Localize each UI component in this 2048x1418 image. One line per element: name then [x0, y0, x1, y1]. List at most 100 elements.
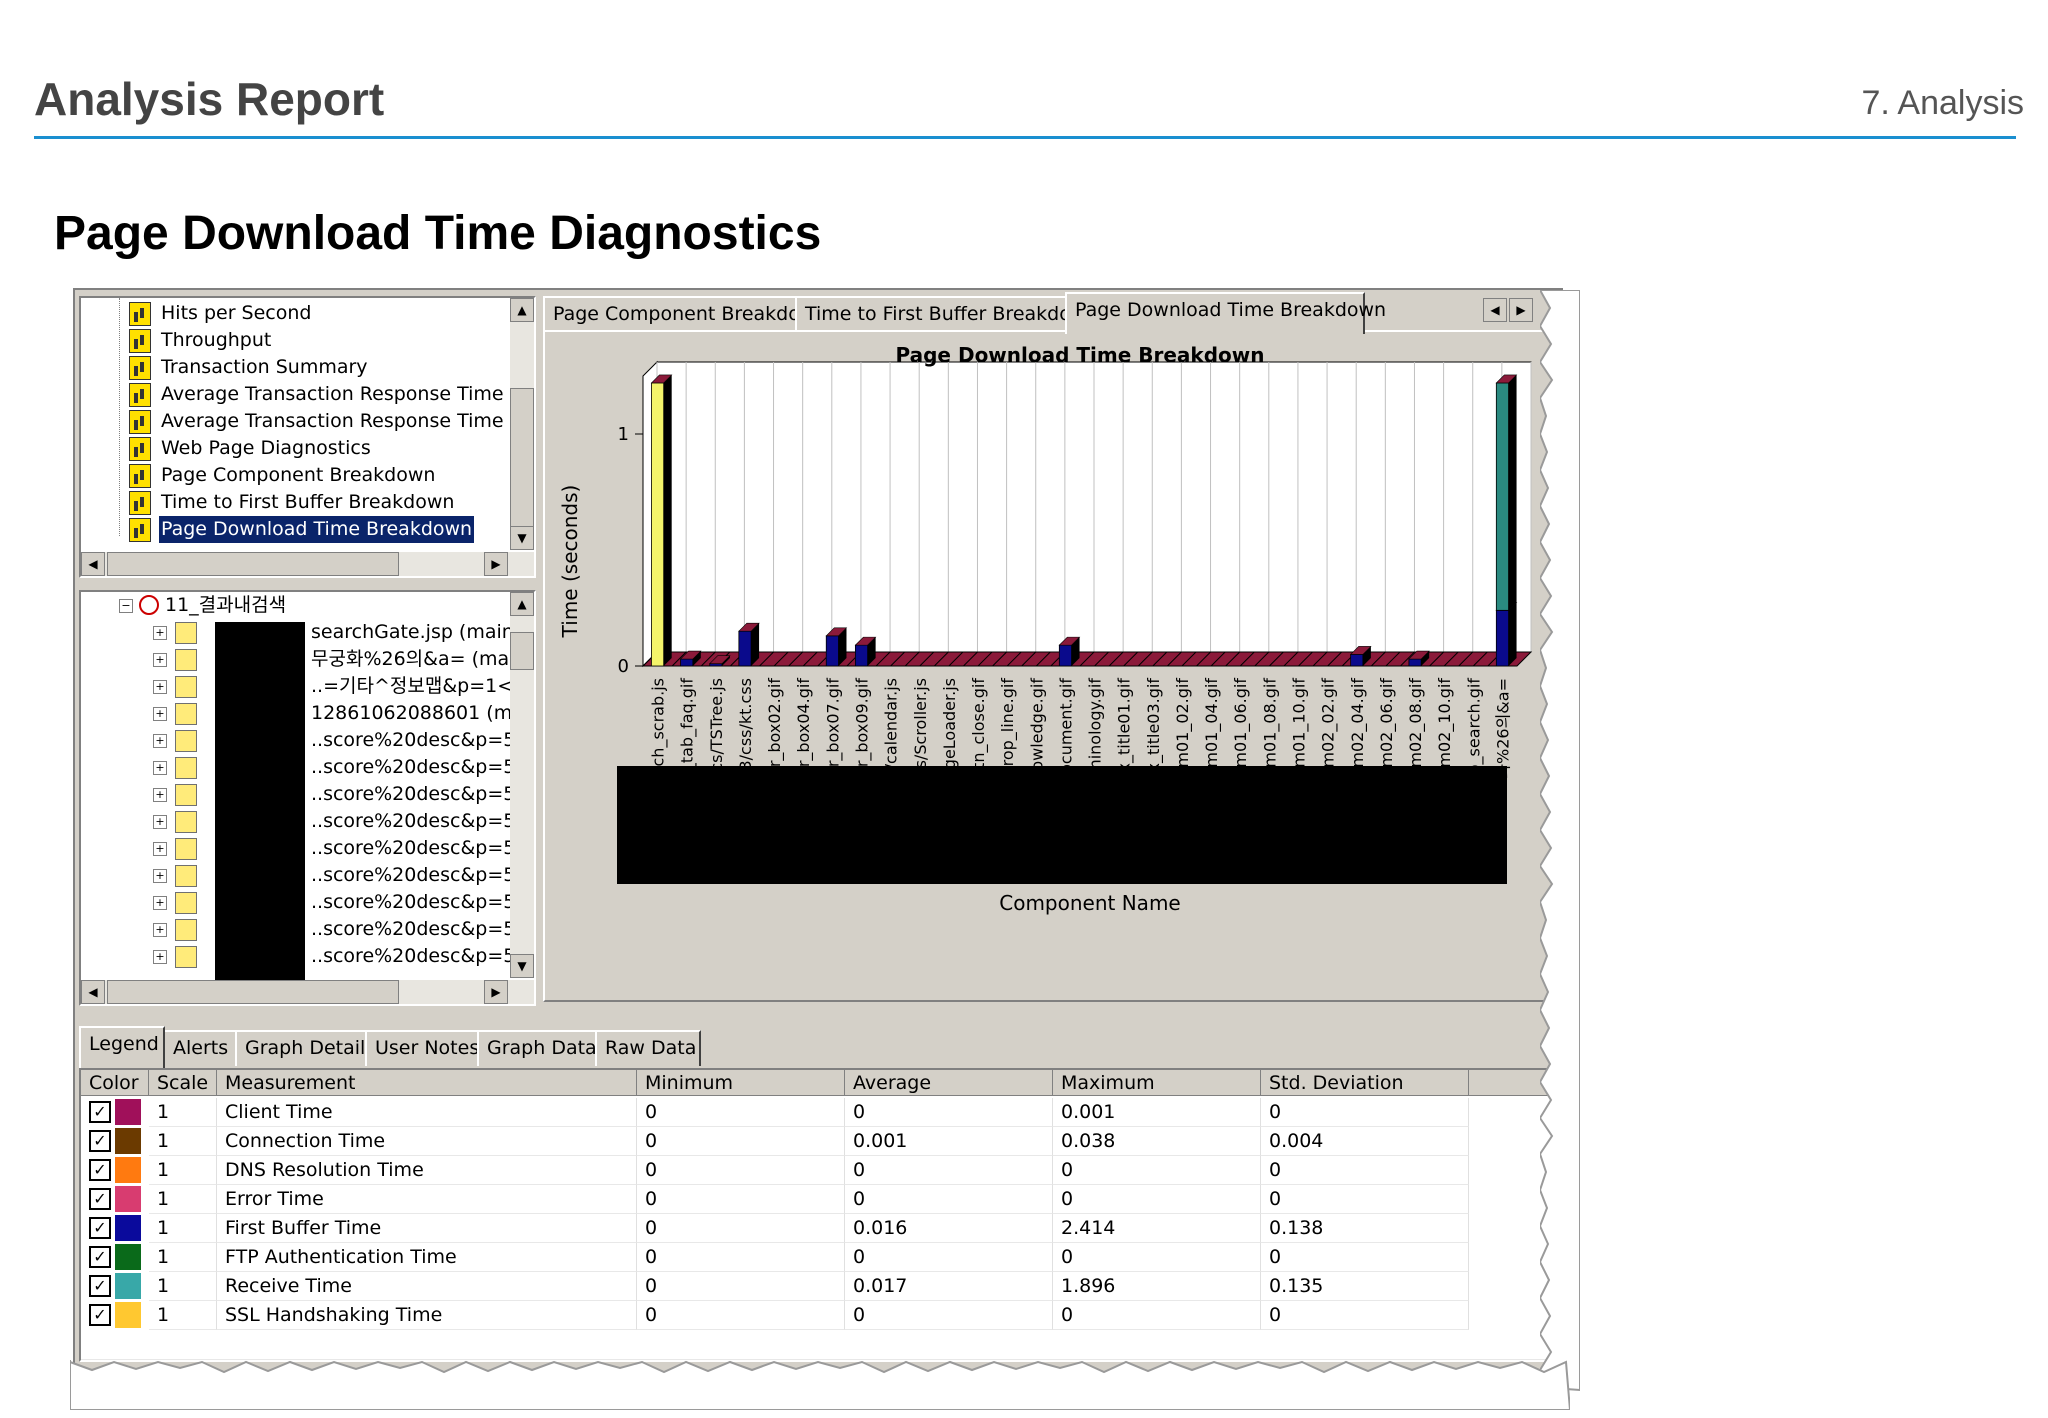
expand-icon[interactable]: +: [153, 680, 167, 694]
legend-cell-min: 0: [637, 1272, 845, 1301]
series-color-swatch[interactable]: [115, 1215, 141, 1241]
bottom-tab[interactable]: Alerts: [163, 1030, 237, 1066]
visibility-checkbox[interactable]: ✓: [89, 1275, 111, 1297]
page-icon: [175, 703, 197, 725]
x-tick-label: erminology.gif: [1086, 678, 1105, 791]
legend-row[interactable]: ✓ 1 FTP Authentication Time 0 0 0 0: [81, 1243, 1549, 1272]
scroll-right-icon[interactable]: ▶: [484, 980, 508, 1004]
floor-hatch: [1021, 651, 1037, 667]
floor-hatch: [890, 651, 905, 667]
floor-hatch: [919, 651, 935, 667]
series-color-swatch[interactable]: [115, 1186, 141, 1212]
legend-column-header[interactable]: Minimum: [637, 1070, 845, 1096]
expand-icon[interactable]: +: [153, 896, 167, 910]
component-tree-vscroll[interactable]: ▲ ▼: [510, 592, 534, 978]
legend-row[interactable]: ✓ 1 SSL Handshaking Time 0 0 0 0: [81, 1301, 1549, 1330]
legend-row[interactable]: ✓ 1 DNS Resolution Time 0 0 0 0: [81, 1156, 1549, 1185]
graph-tree-item-label: Throughput: [161, 329, 272, 351]
legend-column-header[interactable]: Average: [845, 1070, 1053, 1096]
legend-cell-scale: 1: [149, 1127, 217, 1156]
bottom-tab[interactable]: Graph Data: [477, 1030, 597, 1066]
graph-tree-item-label: Web Page Diagnostics: [161, 437, 371, 459]
tab-scroll-right-icon[interactable]: ▶: [1509, 298, 1533, 322]
legend-column-header[interactable]: Std. Deviation: [1261, 1070, 1469, 1096]
chart-tab[interactable]: Time to First Buffer Breakdown: [795, 296, 1098, 332]
scroll-up-icon[interactable]: ▲: [510, 592, 534, 616]
series-color-swatch[interactable]: [115, 1302, 141, 1328]
hscroll-thumb[interactable]: [107, 552, 399, 576]
expand-icon[interactable]: +: [153, 707, 167, 721]
legend-row[interactable]: ✓ 1 Connection Time 0 0.001 0.038 0.004: [81, 1127, 1549, 1156]
expand-icon[interactable]: +: [153, 815, 167, 829]
legend-row[interactable]: ✓ 1 Receive Time 0 0.017 1.896 0.135: [81, 1272, 1549, 1301]
legend-column-header[interactable]: Color: [81, 1070, 149, 1096]
legend-column-header[interactable]: Maximum: [1053, 1070, 1261, 1096]
floor-hatch: [1429, 651, 1444, 667]
legend-row[interactable]: ✓ 1 Client Time 0 0 0.001 0: [81, 1098, 1549, 1127]
chart-tab[interactable]: Page Download Time Breakdown: [1065, 292, 1386, 334]
bottom-tab[interactable]: User Notes: [365, 1030, 479, 1066]
expand-icon[interactable]: +: [153, 653, 167, 667]
bottom-tab[interactable]: Legend: [79, 1026, 165, 1068]
visibility-checkbox[interactable]: ✓: [89, 1188, 111, 1210]
series-color-swatch[interactable]: [115, 1099, 141, 1125]
bar-top: [738, 622, 760, 632]
visibility-checkbox[interactable]: ✓: [89, 1159, 111, 1181]
bar-top: [708, 655, 731, 664]
visibility-checkbox[interactable]: ✓: [89, 1246, 111, 1268]
expand-icon[interactable]: +: [153, 626, 167, 640]
expand-icon[interactable]: +: [153, 923, 167, 937]
legend-cell-std: 0.138: [1261, 1214, 1469, 1243]
chart-tab[interactable]: Page Component Breakdown: [543, 296, 827, 332]
visibility-checkbox[interactable]: ✓: [89, 1101, 111, 1123]
expand-icon[interactable]: +: [153, 788, 167, 802]
scroll-left-icon[interactable]: ◀: [81, 552, 105, 576]
x-tick-label: _document.gif: [1056, 678, 1076, 793]
visibility-checkbox[interactable]: ✓: [89, 1217, 111, 1239]
component-tree-hscroll[interactable]: ◀ ▶: [81, 980, 534, 1004]
scroll-down-icon[interactable]: ▼: [510, 954, 534, 978]
visibility-checkbox[interactable]: ✓: [89, 1304, 111, 1326]
floor-hatch: [1181, 651, 1197, 667]
expand-icon[interactable]: +: [153, 734, 167, 748]
component-tree-item-label: ..score%20desc&p=5<26: [311, 864, 536, 886]
legend-cell-scale: 1: [149, 1272, 217, 1301]
x-tick-label: ch3/css/kt.css: [736, 678, 755, 789]
series-color-swatch[interactable]: [115, 1244, 141, 1270]
legend-row[interactable]: ✓ 1 First Buffer Time 0 0.016 2.414 0.138: [81, 1214, 1549, 1243]
legend-cell-std: 0.004: [1261, 1127, 1469, 1156]
x-tick-label: nageLoader.js: [940, 678, 959, 789]
expand-icon[interactable]: +: [153, 761, 167, 775]
graph-tree-hscroll[interactable]: ◀ ▶: [81, 552, 534, 576]
visibility-checkbox[interactable]: ✓: [89, 1130, 111, 1152]
series-color-swatch[interactable]: [115, 1128, 141, 1154]
series-color-swatch[interactable]: [115, 1273, 141, 1299]
hscroll-thumb[interactable]: [107, 980, 399, 1004]
tab-scroll-left-icon[interactable]: ◀: [1483, 298, 1507, 322]
bar-top: [825, 627, 848, 637]
expand-icon[interactable]: +: [153, 869, 167, 883]
legend-row[interactable]: ✓ 1 Error Time 0 0 0 0: [81, 1185, 1549, 1214]
expand-icon[interactable]: +: [153, 842, 167, 856]
bottom-tab[interactable]: Raw Data: [595, 1030, 701, 1066]
bottom-tab[interactable]: Graph Details: [235, 1030, 375, 1066]
expand-icon[interactable]: +: [153, 950, 167, 964]
collapse-icon[interactable]: −: [119, 599, 133, 613]
legend-cell-std: 0: [1261, 1243, 1469, 1272]
floor-hatch: [1094, 651, 1109, 667]
series-color-swatch[interactable]: [115, 1157, 141, 1183]
page-icon: [175, 919, 197, 941]
scroll-thumb[interactable]: [510, 632, 534, 670]
scroll-thumb[interactable]: [510, 388, 534, 540]
scroll-left-icon[interactable]: ◀: [81, 980, 105, 1004]
legend-column-header[interactable]: Scale: [149, 1070, 217, 1096]
x-tick-label: 화%26의&a=: [1493, 678, 1512, 779]
legend-column-header[interactable]: Measurement: [217, 1070, 637, 1096]
legend-cell-measurement: SSL Handshaking Time: [217, 1301, 637, 1330]
scroll-right-icon[interactable]: ▶: [484, 552, 508, 576]
scroll-up-icon[interactable]: ▲: [510, 298, 534, 322]
scroll-down-icon[interactable]: ▼: [510, 526, 534, 550]
graph-tree-vscroll[interactable]: ▲ ▼: [510, 298, 534, 550]
bar-side: [1362, 646, 1371, 666]
report-icon: [129, 356, 151, 380]
